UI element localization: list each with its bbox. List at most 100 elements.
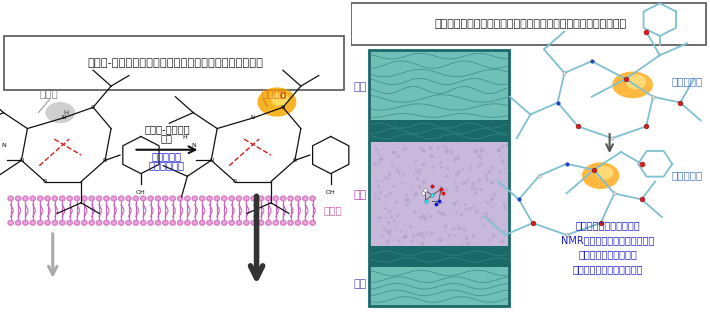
Circle shape [111,196,116,201]
Ellipse shape [626,75,646,89]
Circle shape [15,220,21,225]
Circle shape [311,221,315,224]
Circle shape [288,220,293,225]
Circle shape [133,220,139,225]
Circle shape [237,197,241,200]
Circle shape [156,221,160,224]
Circle shape [23,220,28,225]
Circle shape [60,221,64,224]
Text: N: N [209,158,213,163]
Circle shape [148,220,153,225]
Ellipse shape [612,71,653,98]
Text: アミド-エステル置換による環状ペプチドの膜透過性向上: アミド-エステル置換による環状ペプチドの膜透過性向上 [88,58,263,68]
Circle shape [141,197,145,200]
Circle shape [90,221,93,224]
Circle shape [310,196,316,201]
Circle shape [126,220,131,225]
Circle shape [96,220,102,225]
Circle shape [177,220,183,225]
Circle shape [89,220,94,225]
Circle shape [23,196,28,201]
Circle shape [288,196,293,201]
Circle shape [296,197,300,200]
Circle shape [118,220,124,225]
Circle shape [155,196,161,201]
Circle shape [267,221,270,224]
Circle shape [59,196,65,201]
Circle shape [295,196,301,201]
Circle shape [52,220,58,225]
FancyBboxPatch shape [369,120,509,142]
Circle shape [280,220,286,225]
Circle shape [105,197,108,200]
Circle shape [207,196,212,201]
Text: N: N [251,115,255,120]
Circle shape [141,221,145,224]
Circle shape [170,220,175,225]
Text: N: N [19,158,23,163]
Circle shape [296,221,300,224]
Circle shape [104,220,109,225]
Circle shape [171,197,175,200]
Circle shape [208,221,211,224]
Circle shape [259,197,263,200]
Circle shape [229,220,234,225]
Circle shape [258,196,264,201]
Circle shape [230,197,234,200]
Circle shape [215,221,219,224]
Circle shape [222,220,227,225]
Circle shape [105,221,108,224]
Text: H: H [64,110,69,116]
FancyBboxPatch shape [369,246,509,267]
Circle shape [52,196,58,201]
Circle shape [200,196,205,201]
Circle shape [200,221,204,224]
Text: O: O [91,105,95,110]
Text: O: O [43,179,48,184]
Circle shape [207,220,212,225]
Circle shape [229,196,234,201]
Text: O: O [280,105,285,110]
Circle shape [68,221,71,224]
Circle shape [178,221,182,224]
Circle shape [280,196,286,201]
Circle shape [31,221,35,224]
Circle shape [164,221,167,224]
Circle shape [266,220,271,225]
Circle shape [304,197,307,200]
Text: 分子シミュレーションと
NMRによる構造解析を実施し、
環状デプシペプチドの
膜透過性メカニズムを解明: 分子シミュレーションと NMRによる構造解析を実施し、 環状デプシペプチドの 膜… [561,220,655,274]
Text: エステル: エステル [261,89,287,99]
Circle shape [289,221,293,224]
Circle shape [251,220,257,225]
Ellipse shape [45,102,75,123]
Ellipse shape [582,162,619,189]
Circle shape [24,197,27,200]
Circle shape [96,196,102,201]
Circle shape [75,221,79,224]
Circle shape [68,197,71,200]
Circle shape [185,196,190,201]
Circle shape [67,196,72,201]
Circle shape [192,220,198,225]
Circle shape [274,221,278,224]
Text: O: O [293,158,297,163]
Circle shape [118,196,124,201]
Ellipse shape [595,166,613,179]
Circle shape [259,221,263,224]
Circle shape [171,221,175,224]
Circle shape [155,220,161,225]
Circle shape [200,220,205,225]
Circle shape [30,196,36,201]
Circle shape [134,221,138,224]
Circle shape [37,196,43,201]
Circle shape [237,221,241,224]
Text: O: O [233,179,237,184]
FancyBboxPatch shape [369,50,509,125]
Circle shape [97,221,101,224]
Circle shape [46,197,49,200]
Circle shape [236,220,242,225]
Circle shape [282,197,285,200]
Circle shape [134,197,138,200]
Text: N: N [1,143,6,148]
Text: 生体膜: 生体膜 [323,206,342,216]
